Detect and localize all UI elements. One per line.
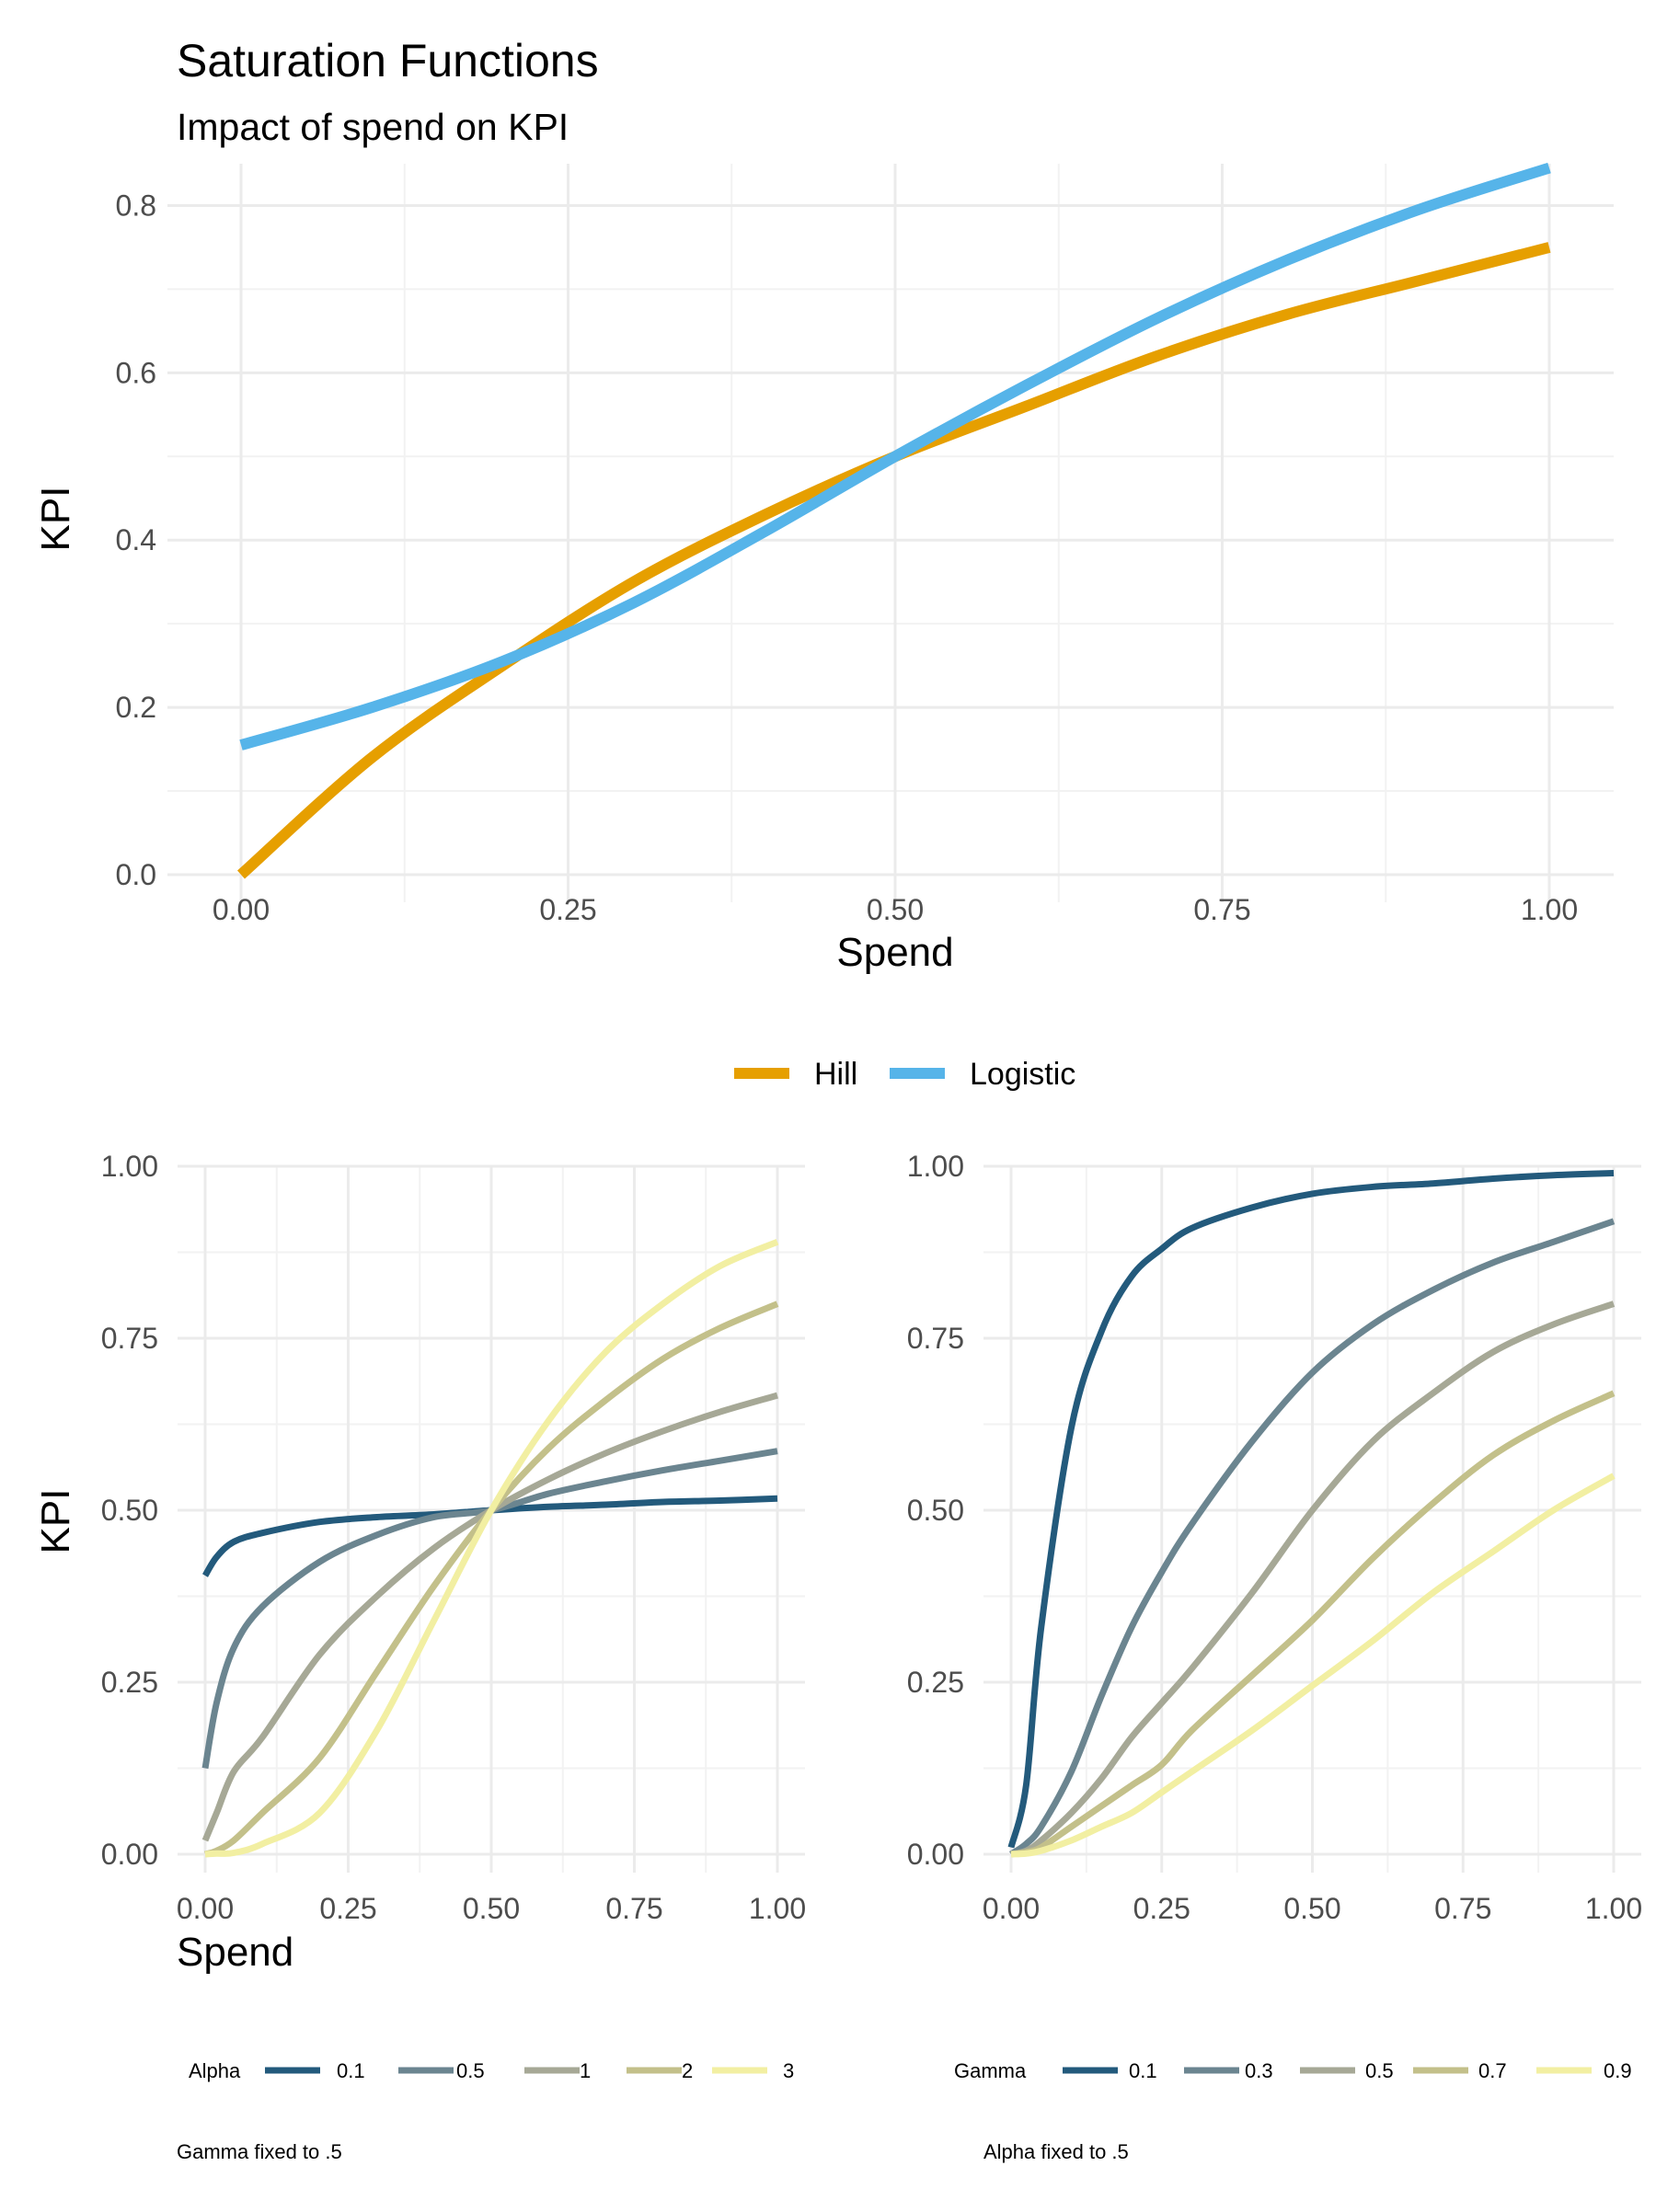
y-axis-label: KPI [33,487,78,552]
legend-label: 1 [580,2059,591,2082]
y-tick-label: 0.00 [101,1838,158,1871]
alpha-legend: Alpha 0.1 0.5 1 2 3 Gamma fixed to .5 [177,2059,794,2163]
legend-label: 0.3 [1245,2059,1273,2082]
legend-label: 0.5 [1365,2059,1394,2082]
series-line-logistic [239,162,1551,751]
y-tick-label: 0.2 [116,691,156,724]
x-tick-label: 0.75 [605,1892,662,1925]
legend-label: 0.5 [456,2059,485,2082]
series-line-0-5 [1010,1301,1616,1858]
series-line-0-3 [1009,1218,1616,1857]
legend-label: 0.7 [1478,2059,1507,2082]
x-tick-label: 0.25 [319,1892,376,1925]
x-tick-label: 1.00 [1585,1892,1642,1925]
y-axis-label: KPI [33,1489,78,1554]
x-tick-label: 0.00 [213,893,270,926]
y-tick-label: 0.25 [907,1666,964,1699]
legend-title: Gamma [954,2059,1027,2082]
x-tick-label: 0.50 [463,1892,520,1925]
series-line-0-1 [1007,1169,1615,1849]
series-line-2 [203,1301,779,1858]
x-tick-label: 1.00 [749,1892,806,1925]
chart-subtitle: Impact of spend on KPI [177,106,569,148]
legend-label: 2 [682,2059,693,2082]
series-line-1 [201,1392,778,1842]
legend-label-logistic: Logistic [970,1057,1075,1092]
series-line-0-9 [1010,1473,1616,1858]
x-tick-label: 0.50 [867,893,924,926]
x-tick-label: 0.00 [177,1892,234,1925]
legend-label: 0.1 [1129,2059,1157,2082]
legend-label: 3 [783,2059,794,2082]
series-line-0-7 [1010,1390,1616,1858]
legend-label: 0.1 [337,2059,365,2082]
x-tick-label: 0.75 [1193,893,1250,926]
bottom-right-panel: 0.00 0.25 0.50 0.75 1.00 0.00 0.25 0.50 0.75 1.00 [907,1150,1642,1925]
x-axis-label: Spend [177,1930,293,1975]
x-tick-label: 0.00 [983,1892,1040,1925]
y-tick-label: 0.4 [116,523,156,556]
bottom-left-panel: 0.00 0.25 0.50 0.75 1.00 0.00 0.25 0.50 0.75 1.00… [33,1150,806,1975]
y-tick-label: 1.00 [101,1150,158,1183]
y-tick-label: 0.50 [907,1494,964,1527]
legend-label-hill: Hill [814,1057,857,1092]
x-tick-label: 0.75 [1434,1892,1491,1925]
y-tick-label: 0.0 [116,858,156,891]
y-tick-label: 0.75 [907,1322,964,1355]
legend-label: 0.9 [1604,2059,1632,2082]
y-tick-label: 0.00 [907,1838,964,1871]
y-tick-label: 0.50 [101,1494,158,1527]
x-tick-label: 0.25 [539,893,596,926]
y-tick-label: 1.00 [907,1150,964,1183]
y-tick-label: 0.75 [101,1322,158,1355]
top-legend: Hill Logistic [734,1057,1075,1092]
x-axis-label: Spend [836,930,953,975]
panel-caption: Gamma fixed to .5 [177,2140,342,2163]
legend-title: Alpha [189,2059,241,2082]
series-line-3 [204,1239,779,1858]
y-tick-label: 0.6 [116,356,156,389]
series-line-0-5 [201,1448,778,1770]
panel-caption: Alpha fixed to .5 [983,2140,1129,2163]
y-tick-label: 0.8 [116,189,156,222]
gamma-legend: Gamma 0.1 0.3 0.5 0.7 0.9 Alpha fixed to .5 [954,2059,1632,2163]
top-panel: 0.0 0.2 0.4 0.6 0.8 0.00 0.25 0.50 0.75 1.00 Spend… [33,162,1614,975]
chart-title: Saturation Functions [177,35,599,86]
y-tick-label: 0.25 [101,1666,158,1699]
x-tick-label: 0.25 [1133,1892,1190,1925]
x-tick-label: 1.00 [1521,893,1578,926]
x-tick-label: 0.50 [1283,1892,1340,1925]
